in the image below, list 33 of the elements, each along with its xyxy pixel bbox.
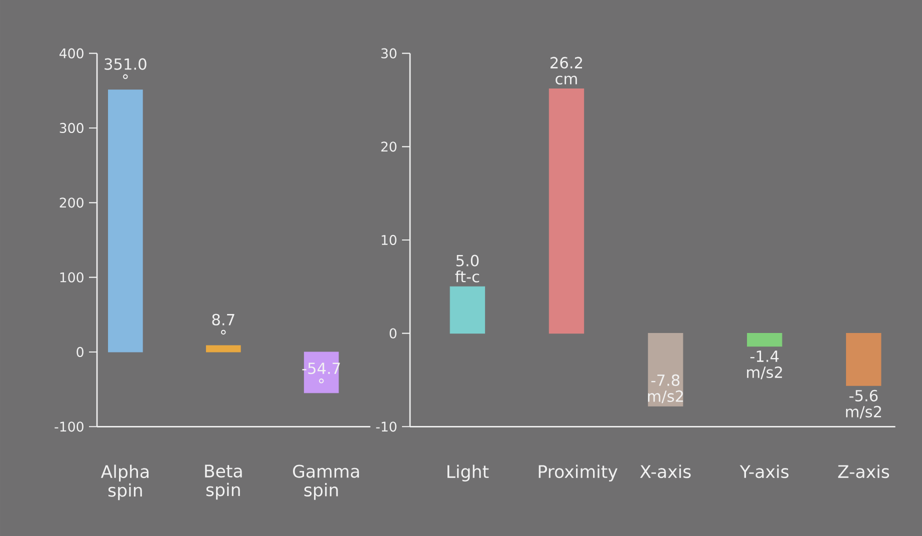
bar bbox=[548, 88, 584, 334]
y-tick-label: -100 bbox=[54, 422, 84, 432]
bar bbox=[108, 90, 143, 352]
data-label: 8.7 ° bbox=[212, 314, 234, 335]
x-tick-label: Beta spin bbox=[205, 464, 242, 500]
bar bbox=[450, 286, 486, 334]
y-tick-label: 200 bbox=[60, 198, 84, 208]
x-tick-label: Alpha spin bbox=[100, 464, 149, 500]
y-tick-label: 100 bbox=[60, 272, 84, 282]
y-tick-label: 400 bbox=[60, 48, 84, 58]
bar bbox=[648, 333, 684, 406]
x-tick-label: Light bbox=[448, 464, 489, 482]
y-tick-label: 20 bbox=[381, 142, 396, 152]
bar bbox=[846, 333, 882, 386]
bar bbox=[746, 333, 782, 347]
x-tick-label: Proximity bbox=[538, 464, 618, 482]
x-tick-label: Gamma spin bbox=[293, 464, 359, 500]
x-tick-label: X-axis bbox=[640, 464, 691, 478]
data-label: -5.6 m/s2 bbox=[846, 390, 882, 419]
data-label: -7.8 m/s2 bbox=[648, 374, 683, 404]
y-tick-label: 300 bbox=[60, 122, 84, 134]
x-tick-label: Y-axis bbox=[740, 464, 789, 478]
data-label: 351.0 ° bbox=[104, 58, 146, 80]
data-label: 26.2 cm bbox=[550, 56, 582, 85]
data-label: -1.4 m/s2 bbox=[747, 350, 782, 380]
y-tick-label: 10 bbox=[382, 234, 396, 246]
y-tick-label: 30 bbox=[381, 48, 396, 58]
y-tick-label: 0 bbox=[76, 346, 84, 358]
x-tick-label: Z-axis bbox=[838, 464, 890, 478]
y-tick-label: 0 bbox=[390, 328, 396, 338]
bar bbox=[206, 345, 241, 352]
y-tick-label: -10 bbox=[376, 422, 396, 432]
data-label: 5.0 ft-c bbox=[455, 254, 480, 282]
